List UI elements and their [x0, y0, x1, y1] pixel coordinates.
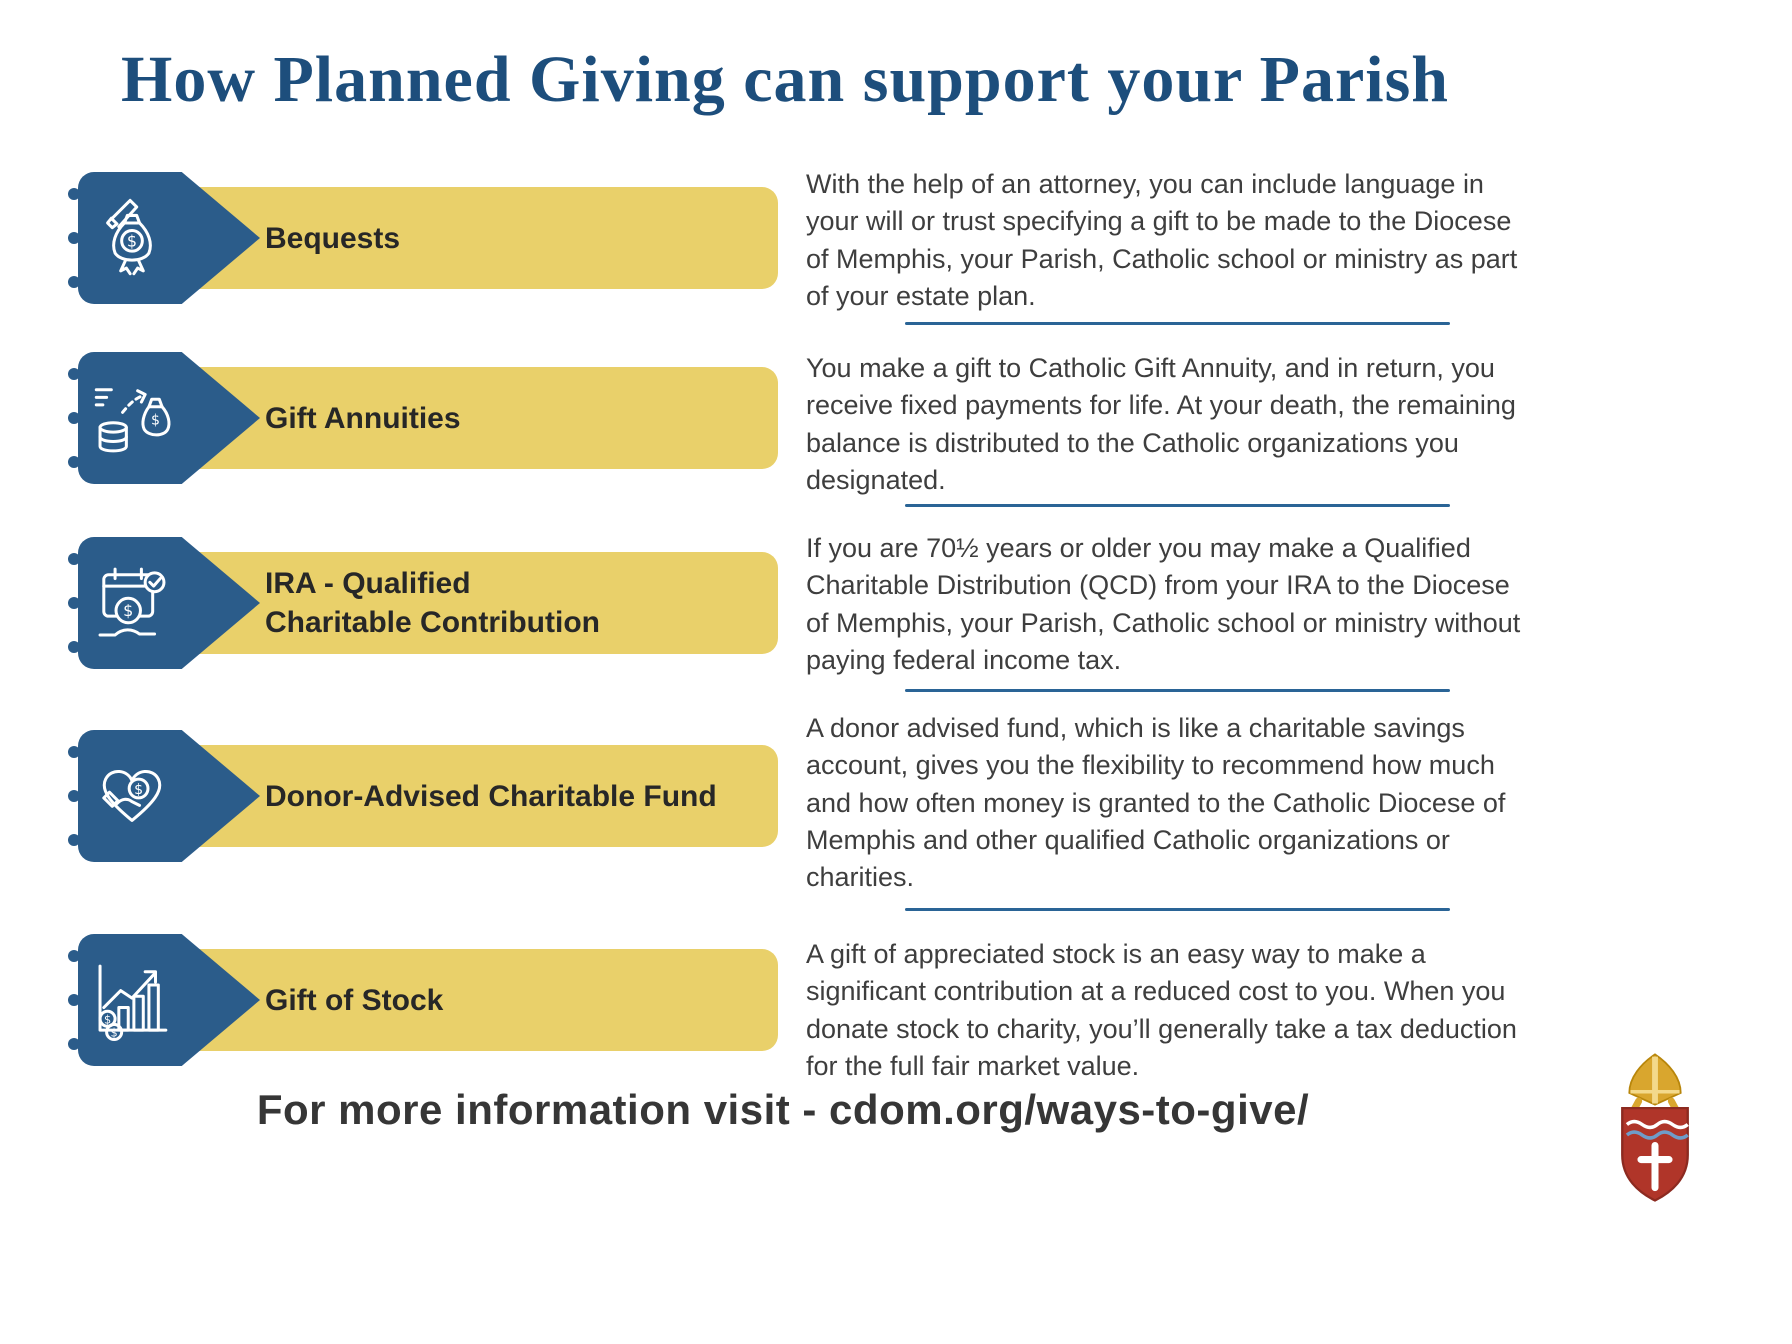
item-ira-qcd: IRA - Qualified Charitable Contribution … [68, 537, 778, 669]
calendar-coin-hand-icon: $ [85, 556, 179, 650]
svg-text:$: $ [127, 231, 137, 250]
binding-dot [68, 641, 80, 653]
item-banner: Bequests [180, 187, 778, 289]
stock-chart-coins-icon: $ $ [85, 953, 179, 1047]
item-bequests: Bequests $ [68, 172, 778, 304]
binding-dot [68, 746, 80, 758]
binding-dot [68, 188, 80, 200]
diocese-of-memphis-crest-logo [1596, 1052, 1714, 1204]
item-donor-advised-fund: Donor-Advised Charitable Fund $ [68, 730, 778, 862]
item-banner: Gift Annuities [180, 367, 778, 469]
binding-dot [68, 232, 80, 244]
binding-dot [68, 1038, 80, 1050]
page-title: How Planned Giving can support your Pari… [120, 43, 1449, 116]
item-label: Gift Annuities [265, 401, 461, 435]
binding-dot [68, 950, 80, 962]
section-divider [905, 504, 1450, 507]
money-bag-pencil-icon: $ [85, 191, 179, 285]
item-label: Bequests [265, 221, 401, 255]
description-bequests: With the help of an attorney, you can in… [806, 169, 1518, 311]
svg-text:$: $ [151, 413, 160, 429]
heart-hand-coin-icon: $ [85, 749, 179, 843]
item-banner: Gift of Stock [180, 949, 778, 1051]
binding-dot [68, 276, 80, 288]
svg-text:$: $ [123, 601, 133, 620]
item-banner: Donor-Advised Charitable Fund [180, 745, 778, 847]
item-label: Donor-Advised Charitable Fund [265, 779, 717, 813]
item-gift-of-stock: Gift of Stock $ $ [68, 934, 778, 1066]
description-gift-of-stock: A gift of appreciated stock is an easy w… [806, 939, 1517, 1081]
item-label: Gift of Stock [265, 983, 444, 1017]
section-divider [905, 908, 1450, 911]
binding-dot [68, 456, 80, 468]
binding-dot [68, 834, 80, 846]
binding-dot [68, 994, 80, 1006]
svg-text:$: $ [104, 1014, 111, 1027]
binding-dot [68, 790, 80, 802]
description-donor-advised-fund: A donor advised fund, which is like a ch… [806, 713, 1506, 892]
binding-dot [68, 553, 80, 565]
coins-to-money-bag-icon: $ [85, 371, 179, 465]
description-ira-qcd: If you are 70½ years or older you may ma… [806, 533, 1521, 675]
binding-dot [68, 368, 80, 380]
binding-dot [68, 412, 80, 424]
section-divider [905, 322, 1450, 325]
item-gift-annuities: Gift Annuities $ [68, 352, 778, 484]
item-banner: IRA - Qualified Charitable Contribution [180, 552, 778, 654]
binding-dot [68, 597, 80, 609]
footer-text: For more information visit - cdom.org/wa… [256, 1086, 1310, 1133]
svg-text:$: $ [134, 782, 143, 798]
svg-text:$: $ [111, 1027, 118, 1040]
description-gift-annuities: You make a gift to Catholic Gift Annuity… [806, 353, 1516, 495]
item-label: IRA - Qualified Charitable Contribution [265, 567, 600, 639]
section-divider [905, 689, 1450, 692]
